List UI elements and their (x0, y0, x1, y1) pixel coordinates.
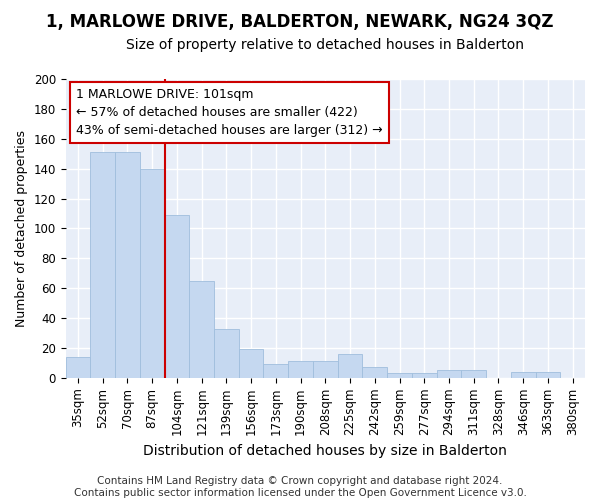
Bar (461, 370, 486, 378)
Bar (140, 168, 164, 378)
Bar (387, 374, 412, 378)
Bar (91, 152, 115, 378)
Bar (511, 372, 536, 378)
Bar (164, 215, 190, 378)
Bar (437, 370, 461, 378)
Title: Size of property relative to detached houses in Balderton: Size of property relative to detached ho… (127, 38, 524, 52)
Bar (288, 362, 313, 378)
Bar (536, 372, 560, 378)
Bar (115, 152, 140, 378)
Bar (412, 374, 437, 378)
Bar (65, 357, 91, 378)
Text: 1, MARLOWE DRIVE, BALDERTON, NEWARK, NG24 3QZ: 1, MARLOWE DRIVE, BALDERTON, NEWARK, NG2… (46, 12, 554, 30)
X-axis label: Distribution of detached houses by size in Balderton: Distribution of detached houses by size … (143, 444, 507, 458)
Bar (313, 362, 338, 378)
Bar (239, 350, 263, 378)
Bar (362, 368, 387, 378)
Bar (263, 364, 288, 378)
Bar (190, 280, 214, 378)
Bar (338, 354, 362, 378)
Text: 1 MARLOWE DRIVE: 101sqm
← 57% of detached houses are smaller (422)
43% of semi-d: 1 MARLOWE DRIVE: 101sqm ← 57% of detache… (76, 88, 383, 137)
Y-axis label: Number of detached properties: Number of detached properties (15, 130, 28, 327)
Bar (214, 328, 239, 378)
Text: Contains HM Land Registry data © Crown copyright and database right 2024.
Contai: Contains HM Land Registry data © Crown c… (74, 476, 526, 498)
